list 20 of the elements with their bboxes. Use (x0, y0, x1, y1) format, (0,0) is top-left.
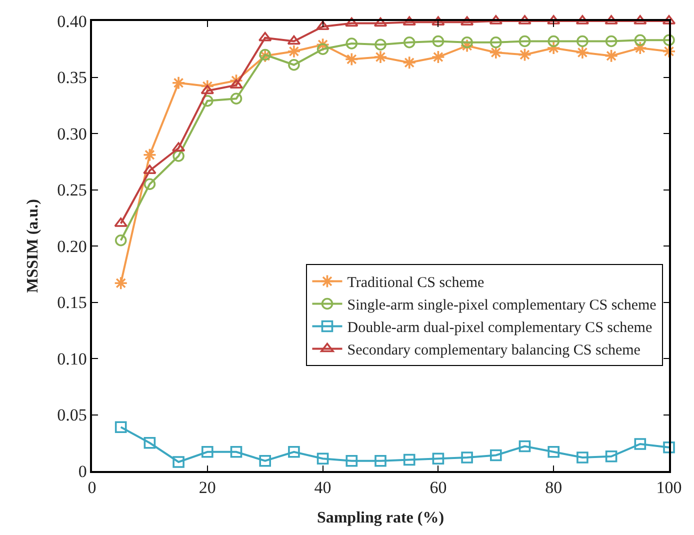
y-tick-label: 0.35 (57, 68, 87, 88)
x-tick-label: 20 (198, 478, 216, 498)
y-tick-label: 0.30 (57, 124, 87, 144)
x-tick-label: 80 (545, 478, 562, 498)
x-tick-label: 100 (656, 478, 682, 498)
y-tick-label: 0.40 (57, 12, 87, 31)
y-tick-label: 0.05 (57, 406, 87, 425)
x-axis-title: Sampling rate (%) (316, 509, 444, 526)
y-axis-title: MSSIM (a.u.) (24, 199, 42, 293)
y-tick-label: 0.10 (57, 349, 87, 368)
legend-label: Single-arm single-pixel complementary CS scheme (347, 298, 657, 314)
legend-label: Traditional CS scheme (347, 275, 485, 292)
legend-label: Double-arm dual-pixel complementary CS scheme (347, 320, 652, 336)
x-tick-label: 60 (430, 478, 447, 498)
y-tick-label: 0.15 (57, 293, 87, 312)
legend-label: Secondary complementary balancing CS scheme (347, 342, 641, 359)
y-tick-label: 0.20 (57, 236, 87, 256)
y-tick-label: 0 (78, 462, 87, 481)
x-tick-label: 40 (314, 478, 332, 498)
y-tick-label: 0.25 (57, 180, 87, 200)
